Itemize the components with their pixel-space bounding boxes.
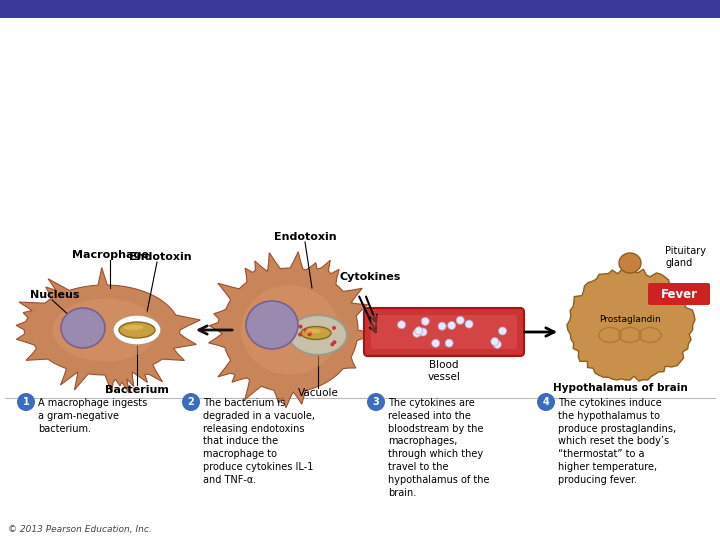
Text: The cytokines induce
the hypothalamus to
produce prostaglandins,
which reset the: The cytokines induce the hypothalamus to… xyxy=(558,398,676,485)
Ellipse shape xyxy=(305,329,321,333)
Text: The bacterium is
degraded in a vacuole,
releasing endotoxins
that induce the
mac: The bacterium is degraded in a vacuole, … xyxy=(203,398,315,485)
Circle shape xyxy=(465,320,473,328)
Ellipse shape xyxy=(619,253,641,273)
Text: 4: 4 xyxy=(543,397,549,407)
Circle shape xyxy=(367,393,385,411)
Text: 3: 3 xyxy=(373,397,379,407)
Circle shape xyxy=(419,328,427,336)
Circle shape xyxy=(17,393,35,411)
Text: Blood
vessel: Blood vessel xyxy=(428,360,460,382)
Circle shape xyxy=(332,326,336,330)
Circle shape xyxy=(491,338,499,346)
Text: 1: 1 xyxy=(22,397,30,407)
Text: Prostaglandin: Prostaglandin xyxy=(599,315,661,325)
Circle shape xyxy=(182,393,200,411)
Ellipse shape xyxy=(113,315,161,345)
Text: Fever: Fever xyxy=(660,287,698,300)
Polygon shape xyxy=(567,267,695,381)
Circle shape xyxy=(307,332,312,336)
Text: Endotoxin: Endotoxin xyxy=(274,232,336,242)
Circle shape xyxy=(298,333,302,336)
Circle shape xyxy=(445,339,453,347)
Text: Figure 15.6 Endotoxins and the pyrogenic response.: Figure 15.6 Endotoxins and the pyrogenic… xyxy=(7,4,334,14)
Text: Bacterium: Bacterium xyxy=(105,385,169,395)
Ellipse shape xyxy=(246,301,298,349)
Ellipse shape xyxy=(289,315,347,355)
Circle shape xyxy=(456,316,464,325)
Text: A macrophage ingests
a gram-negative
bacterium.: A macrophage ingests a gram-negative bac… xyxy=(38,398,148,434)
Text: Hypothalamus of brain: Hypothalamus of brain xyxy=(553,383,688,393)
Ellipse shape xyxy=(119,322,155,338)
Circle shape xyxy=(448,321,456,329)
Text: Nucleus: Nucleus xyxy=(30,290,79,300)
Text: Cytokines: Cytokines xyxy=(339,272,401,282)
Text: Macrophage: Macrophage xyxy=(71,250,148,260)
Circle shape xyxy=(299,325,302,329)
Ellipse shape xyxy=(124,325,143,330)
Polygon shape xyxy=(209,252,375,408)
Circle shape xyxy=(438,322,446,330)
Polygon shape xyxy=(53,299,158,361)
Text: Endotoxin: Endotoxin xyxy=(129,252,192,262)
Circle shape xyxy=(415,327,423,335)
Text: 2: 2 xyxy=(188,397,194,407)
Circle shape xyxy=(493,340,501,348)
FancyBboxPatch shape xyxy=(364,308,524,356)
Bar xyxy=(0,0,720,18)
Text: © 2013 Pearson Education, Inc.: © 2013 Pearson Education, Inc. xyxy=(8,525,152,534)
Text: Vacuole: Vacuole xyxy=(297,388,338,398)
Ellipse shape xyxy=(61,308,105,348)
Polygon shape xyxy=(241,285,339,375)
Circle shape xyxy=(413,329,421,338)
FancyBboxPatch shape xyxy=(371,315,517,349)
FancyBboxPatch shape xyxy=(648,283,710,305)
Circle shape xyxy=(333,340,336,345)
Circle shape xyxy=(308,331,312,335)
Text: Pituitary
gland: Pituitary gland xyxy=(665,246,706,268)
Circle shape xyxy=(498,327,507,335)
Circle shape xyxy=(397,321,405,329)
Circle shape xyxy=(421,318,429,326)
Circle shape xyxy=(304,328,307,332)
Text: The cytokines are
released into the
bloodstream by the
macrophages,
through whic: The cytokines are released into the bloo… xyxy=(388,398,490,497)
Circle shape xyxy=(537,393,555,411)
Circle shape xyxy=(432,339,440,347)
Circle shape xyxy=(330,342,334,346)
Ellipse shape xyxy=(301,327,331,340)
Polygon shape xyxy=(16,267,200,393)
